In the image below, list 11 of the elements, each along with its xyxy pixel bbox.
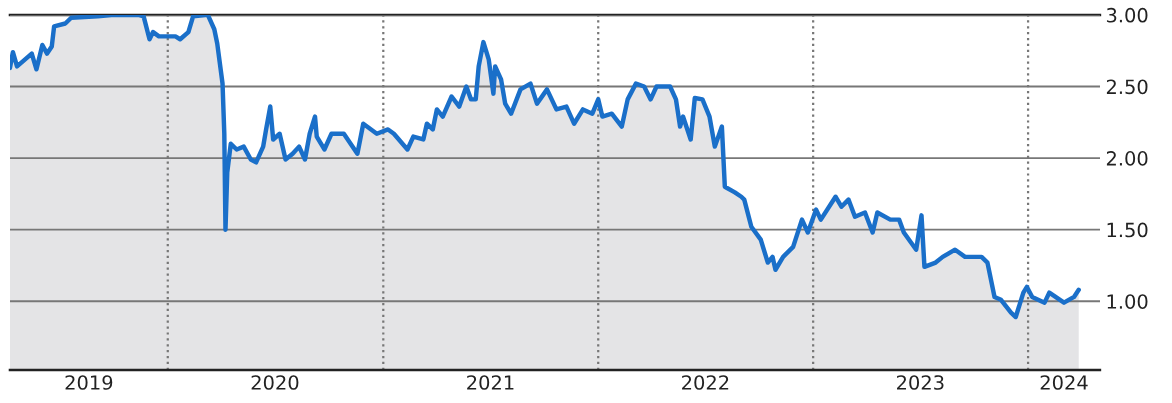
x-tick-label: 2023 — [897, 375, 944, 390]
x-tick-label: 2022 — [682, 375, 729, 390]
y-tick-label: 2.00 — [1106, 151, 1148, 166]
x-tick-label: 2021 — [467, 375, 514, 390]
x-tick-label: 2019 — [65, 375, 113, 390]
y-tick-label: 1.00 — [1107, 294, 1148, 309]
x-tick-label: 2024 — [1040, 375, 1088, 390]
y-tick-label: 2.50 — [1106, 79, 1148, 95]
x-tick-label: 2020 — [251, 375, 299, 390]
y-tick-label: 3.00 — [1106, 7, 1148, 23]
y-tick-label: 1.50 — [1107, 222, 1148, 238]
